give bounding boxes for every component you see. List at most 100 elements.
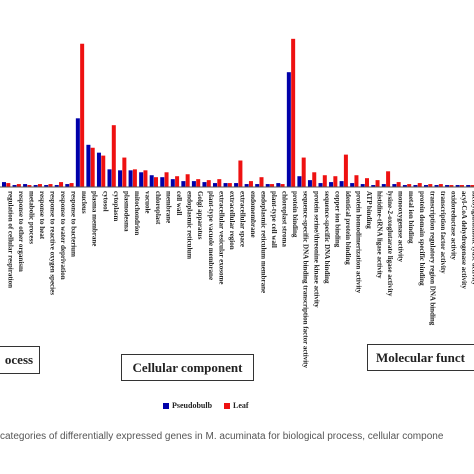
- bar-leaf-0: [6, 183, 11, 187]
- bar-leaf-26: [280, 184, 285, 187]
- category-label-20: extracellular vesicular exosome: [217, 191, 225, 284]
- category-label-40: transcription regulatory region DNA bind…: [428, 191, 436, 326]
- bar-leaf-43: [459, 185, 464, 187]
- category-label-1: response to other organism: [17, 191, 25, 272]
- category-label-5: response to water deprivation: [59, 191, 67, 280]
- bar-leaf-3: [37, 184, 42, 187]
- bar-pseudobulb-34: [360, 184, 365, 187]
- bar-pseudobulb-32: [339, 181, 344, 187]
- bar-pseudobulb-31: [329, 182, 334, 187]
- category-label-18: Golgi apparatus: [196, 191, 204, 240]
- bar-pseudobulb-14: [149, 175, 154, 187]
- category-label-29: protein serine/threonine kinase activity: [312, 191, 320, 308]
- panel-biological-process-label: ocess: [4, 352, 34, 367]
- category-label-36: lysine-2-oxoglutarate ligase activity: [386, 191, 394, 297]
- bar-leaf-13: [143, 170, 148, 187]
- bar-leaf-16: [175, 176, 180, 187]
- bar-pseudobulb-35: [371, 185, 376, 187]
- legend-item-pseudobulb: Pseudobulb: [163, 401, 212, 410]
- bar-leaf-2: [27, 185, 32, 187]
- bar-pseudobulb-27: [286, 72, 291, 187]
- bar-pseudobulb-0: [2, 182, 6, 187]
- bar-pseudobulb-44: [466, 185, 471, 187]
- category-label-12: mitochondrion: [133, 191, 141, 235]
- category-label-14: chloroplast: [154, 191, 162, 225]
- category-label-39: protein domain specific binding: [418, 191, 426, 286]
- bar-leaf-18: [196, 179, 201, 187]
- bar-leaf-15: [164, 172, 169, 187]
- category-label-10: cytoplasm: [112, 191, 120, 222]
- bar-pseudobulb-16: [170, 179, 175, 187]
- bar-pseudobulb-22: [234, 183, 239, 187]
- bar-leaf-17: [185, 174, 190, 187]
- category-label-27: protein binding: [291, 191, 299, 238]
- bar-leaf-11: [122, 157, 127, 187]
- bar-pseudobulb-8: [86, 144, 91, 187]
- bar-leaf-39: [417, 183, 422, 187]
- category-label-38: metal ion binding: [407, 191, 415, 244]
- bar-pseudobulb-23: [244, 184, 249, 187]
- bar-pseudobulb-41: [434, 185, 439, 187]
- bar-leaf-41: [438, 184, 443, 187]
- bar-pseudobulb-19: [202, 182, 207, 187]
- bar-pseudobulb-39: [413, 185, 418, 187]
- bar-pseudobulb-7: [75, 118, 80, 187]
- category-label-4: response to reactive oxygen species: [49, 191, 57, 295]
- category-label-33: protein homodimerization activity: [354, 191, 362, 294]
- bar-pseudobulb-9: [96, 152, 101, 187]
- bar-leaf-7: [80, 43, 85, 187]
- category-label-11: plasmodesma: [122, 191, 130, 232]
- category-label-35: histidine-tRNA ligase activity: [376, 191, 384, 279]
- category-label-2: metabolic process: [27, 191, 35, 244]
- bar-pseudobulb-15: [160, 177, 165, 187]
- bar-leaf-30: [322, 175, 327, 187]
- category-label-22: extracellular space: [238, 191, 246, 247]
- bar-pseudobulb-12: [128, 170, 133, 187]
- bar-leaf-8: [90, 147, 95, 187]
- bar-leaf-21: [227, 183, 232, 187]
- category-labels-group: regulation of cellular respiration respon…: [6, 191, 474, 368]
- bar-leaf-27: [291, 38, 296, 187]
- category-label-8: plasma membrane: [91, 191, 99, 246]
- bar-pseudobulb-11: [118, 170, 123, 187]
- bar-pseudobulb-40: [424, 185, 428, 187]
- bar-leaf-24: [259, 177, 264, 187]
- bars-group: [2, 38, 474, 187]
- bar-pseudobulb-42: [445, 185, 450, 187]
- bar-pseudobulb-17: [181, 181, 186, 187]
- bar-leaf-34: [365, 178, 369, 187]
- bar-leaf-22: [238, 160, 243, 187]
- bar-leaf-23: [248, 181, 253, 187]
- bar-leaf-37: [396, 182, 401, 187]
- bar-pseudobulb-21: [223, 183, 228, 187]
- bar-pseudobulb-20: [213, 183, 217, 187]
- bar-leaf-25: [270, 184, 275, 187]
- category-label-15: membrane: [165, 191, 173, 223]
- bar-pseudobulb-13: [139, 172, 144, 187]
- bar-leaf-20: [217, 179, 222, 187]
- panel-cellular-component: Cellular component: [121, 354, 254, 381]
- bar-pseudobulb-38: [402, 185, 407, 187]
- bar-pseudobulb-2: [23, 184, 28, 187]
- category-label-43: acyl-CoA dehydrogenase activity: [460, 191, 468, 289]
- bar-leaf-10: [111, 125, 116, 187]
- category-label-13: vacuole: [143, 191, 151, 214]
- legend-label-leaf: Leaf: [233, 401, 249, 410]
- bar-leaf-35: [375, 180, 380, 187]
- bar-pseudobulb-3: [33, 185, 38, 187]
- category-label-41: transcription factor activity: [439, 191, 447, 274]
- bar-pseudobulb-25: [265, 184, 270, 187]
- category-label-7: nucleus: [80, 191, 88, 214]
- legend-label-pseudobulb: Pseudobulb: [172, 401, 213, 410]
- category-label-32: identical protein binding: [344, 191, 352, 265]
- bar-pseudobulb-24: [255, 184, 260, 187]
- bar-pseudobulb-4: [44, 185, 49, 187]
- bar-leaf-32: [343, 154, 348, 187]
- category-label-6: response to bacterium: [70, 191, 78, 257]
- bar-pseudobulb-1: [12, 185, 17, 187]
- bar-leaf-9: [101, 155, 106, 187]
- category-label-34: ATP binding: [365, 191, 373, 229]
- bar-pseudobulb-28: [297, 176, 302, 187]
- bar-leaf-19: [206, 180, 211, 187]
